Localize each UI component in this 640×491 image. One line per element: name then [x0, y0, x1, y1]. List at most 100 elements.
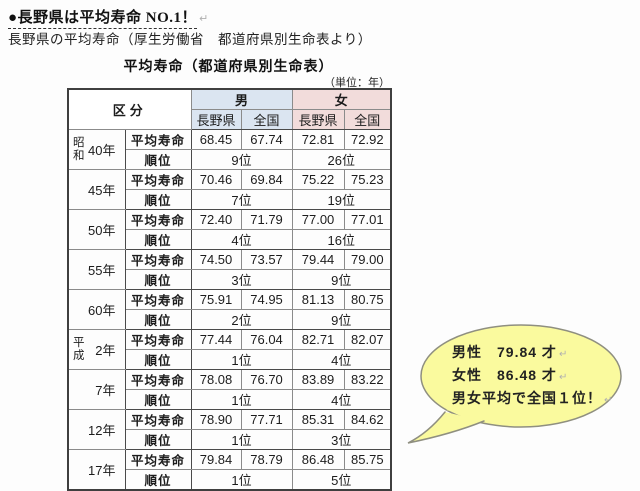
rank-male: 1位 — [190, 389, 293, 410]
cell-year: 7年 — [67, 369, 126, 410]
value-male-national: 77.71 — [240, 409, 293, 430]
value-male-national: 74.95 — [240, 289, 293, 310]
row-label-rank: 順位 — [124, 389, 192, 410]
rank-female: 26位 — [291, 149, 392, 170]
value-male-nagano: 79.84 — [190, 449, 242, 470]
value-female-national: 77.01 — [343, 209, 392, 230]
value-male-national: 71.79 — [240, 209, 293, 230]
paragraph-mark-icon: ↵ — [199, 13, 209, 25]
row-label-rank: 順位 — [124, 229, 192, 250]
rank-female: 16位 — [291, 229, 392, 250]
table-title: 平均寿命（都道府県別生命表） — [123, 58, 334, 74]
header-male-nagano: 長野県 — [190, 109, 242, 130]
value-female-nagano: 77.00 — [291, 209, 345, 230]
header-category: 区分 — [67, 88, 192, 130]
rank-female: 4位 — [291, 349, 392, 370]
page-title-text: ●長野県は平均寿命 NO.1！ — [8, 6, 198, 29]
row-label-life: 平均寿命 — [124, 329, 192, 350]
value-female-nagano: 83.89 — [291, 369, 345, 390]
value-female-national: 82.07 — [343, 329, 392, 350]
rank-female: 19位 — [291, 189, 392, 210]
page-title: ●長野県は平均寿命 NO.1！ ↵ — [8, 6, 209, 29]
value-male-national: 76.04 — [240, 329, 293, 350]
row-label-rank: 順位 — [124, 309, 192, 330]
callout-text: 男性 79.84 才 ↵ 女性 86.48 才 ↵ 男女平均で全国１位！ ↵ — [452, 342, 613, 411]
value-male-national: 76.70 — [240, 369, 293, 390]
cell-year: 平成 2年 — [67, 329, 126, 370]
header-female-nagano: 長野県 — [291, 109, 345, 130]
rank-female: 3位 — [291, 429, 392, 450]
value-female-nagano: 75.22 — [291, 169, 345, 190]
value-female-nagano: 81.13 — [291, 289, 345, 310]
line-break-mark-icon: ↵ — [558, 372, 569, 383]
life-expectancy-table: 区分 男 女 長野県 全国 長野県 全国 昭和 40年 平均寿命 68.45 67… — [67, 88, 393, 491]
value-male-nagano: 68.45 — [190, 129, 242, 150]
value-male-nagano: 78.90 — [190, 409, 242, 430]
value-female-national: 79.00 — [343, 249, 392, 270]
callout-bubble: 男性 79.84 才 ↵ 女性 86.48 才 ↵ 男女平均で全国１位！ ↵ — [400, 315, 640, 475]
cell-year: 55年 — [67, 249, 126, 290]
callout-line-rank: 男女平均で全国１位！ ↵ — [452, 390, 614, 406]
cell-year: 17年 — [67, 449, 126, 491]
header-female-national: 全国 — [343, 109, 392, 130]
row-label-rank: 順位 — [124, 269, 192, 290]
value-male-nagano: 78.08 — [190, 369, 242, 390]
row-label-rank: 順位 — [124, 349, 192, 370]
cell-year: 45年 — [67, 169, 126, 210]
rank-male: 2位 — [190, 309, 293, 330]
value-male-national: 67.74 — [240, 129, 293, 150]
rank-female: 4位 — [291, 389, 392, 410]
value-male-national: 73.57 — [240, 249, 293, 270]
value-female-nagano: 82.71 — [291, 329, 345, 350]
value-male-nagano: 77.44 — [190, 329, 242, 350]
rank-male: 3位 — [190, 269, 293, 290]
value-female-national: 75.23 — [343, 169, 392, 190]
value-male-nagano: 75.91 — [190, 289, 242, 310]
cell-year: 60年 — [67, 289, 126, 330]
rank-male: 1位 — [190, 469, 293, 491]
rank-female: 9位 — [291, 269, 392, 290]
value-male-nagano: 70.46 — [190, 169, 242, 190]
speech-bubble-shape — [407, 324, 622, 444]
value-female-nagano: 86.48 — [291, 449, 345, 470]
row-label-life: 平均寿命 — [124, 409, 192, 430]
cell-year: 昭和 40年 — [67, 129, 126, 170]
callout-line-female: 女性 86.48 才 ↵ — [452, 367, 569, 383]
cell-year: 50年 — [67, 209, 126, 250]
era-label: 平成 — [73, 336, 85, 362]
page-subtitle: 長野県の平均寿命（厚生労働省 都道府県別生命表より） — [8, 32, 372, 47]
rank-male: 4位 — [190, 229, 293, 250]
value-male-national: 69.84 — [240, 169, 293, 190]
row-label-life: 平均寿命 — [124, 129, 192, 150]
value-male-nagano: 72.40 — [190, 209, 242, 230]
rank-female: 9位 — [291, 309, 392, 330]
line-break-mark-icon: ↵ — [558, 349, 569, 360]
header-male-national: 全国 — [240, 109, 293, 130]
rank-male: 7位 — [190, 189, 293, 210]
value-female-national: 83.22 — [343, 369, 392, 390]
callout-line-male: 男性 79.84 才 ↵ — [452, 344, 569, 360]
row-label-rank: 順位 — [124, 189, 192, 210]
rank-female: 5位 — [291, 469, 392, 491]
row-label-life: 平均寿命 — [124, 209, 192, 230]
header-male: 男 — [190, 88, 293, 110]
value-male-national: 78.79 — [240, 449, 293, 470]
row-label-life: 平均寿命 — [124, 449, 192, 470]
cell-year: 12年 — [67, 409, 126, 450]
header-female: 女 — [291, 88, 392, 110]
value-female-national: 80.75 — [343, 289, 392, 310]
rank-male: 1位 — [190, 349, 293, 370]
value-female-national: 72.92 — [343, 129, 392, 150]
rank-male: 9位 — [190, 149, 293, 170]
value-female-national: 84.62 — [343, 409, 392, 430]
value-female-nagano: 72.81 — [291, 129, 345, 150]
row-label-life: 平均寿命 — [124, 369, 192, 390]
row-label-rank: 順位 — [124, 149, 192, 170]
row-label-life: 平均寿命 — [124, 249, 192, 270]
rank-male: 1位 — [190, 429, 293, 450]
line-break-mark-icon: ↵ — [604, 395, 614, 406]
value-male-nagano: 74.50 — [190, 249, 242, 270]
row-label-life: 平均寿命 — [124, 169, 192, 190]
row-label-rank: 順位 — [124, 429, 192, 450]
